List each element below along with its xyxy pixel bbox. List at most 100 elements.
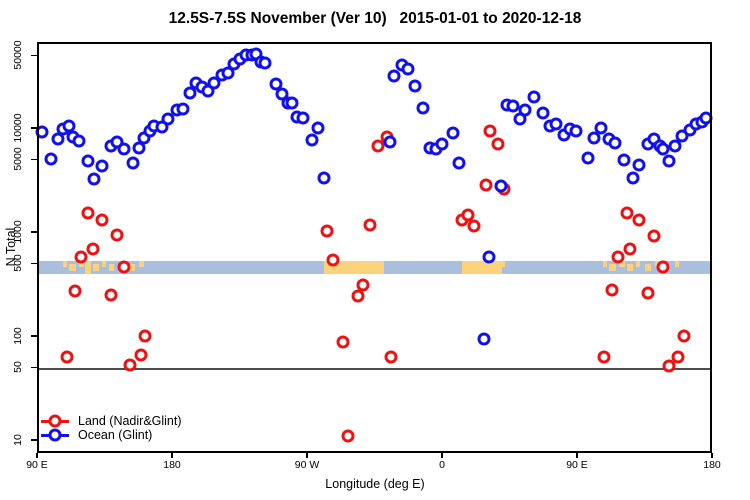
ocean-point: [387, 69, 401, 83]
land-point: [86, 242, 99, 256]
y-axis-tick: [31, 335, 37, 337]
map-band-ocean-strip: [37, 261, 712, 274]
ocean-point: [81, 154, 95, 168]
x-axis-tick: [36, 453, 38, 458]
land-point: [641, 286, 654, 300]
land-point: [620, 206, 633, 220]
map-band-land-patch: [608, 264, 616, 272]
ocean-point: [549, 117, 563, 131]
y-axis-tick: [31, 127, 37, 129]
land-point: [384, 350, 398, 364]
land-point: [104, 288, 117, 302]
ocean-point: [117, 142, 131, 156]
land-legend-marker-icon: [41, 414, 69, 428]
ocean-point: [87, 172, 101, 186]
ocean-point: [44, 152, 57, 166]
map-band-land-patch: [79, 261, 84, 268]
land-point: [110, 228, 123, 242]
x-axis-tick: [306, 453, 308, 458]
map-band-land-patch: [626, 264, 633, 272]
map-band-land-patch: [323, 261, 384, 274]
ocean-point: [183, 86, 197, 100]
x-axis-tick: [441, 453, 443, 458]
ocean-point: [617, 153, 630, 167]
ocean-point: [446, 126, 459, 140]
ocean-point: [594, 121, 608, 135]
land-point: [95, 213, 108, 227]
ocean-legend-circle-icon: [48, 428, 62, 442]
map-band-land-patch: [109, 264, 114, 272]
ocean-point: [161, 112, 174, 126]
map-band-land-patch: [139, 261, 144, 268]
land-point: [351, 289, 365, 303]
x-axis-tick-label: 90 E: [566, 459, 588, 471]
map-band-land-patch: [619, 261, 625, 268]
ocean-point: [518, 103, 531, 117]
ocean-point: [581, 151, 594, 165]
land-point: [611, 250, 624, 264]
map-band-land-patch: [101, 261, 106, 268]
plot-area: Land (Nadir&Glint) Ocean (Glint): [35, 42, 713, 453]
x-axis-tick: [576, 453, 578, 458]
y-axis-tick: [31, 366, 37, 369]
ocean-point: [632, 158, 645, 172]
ocean-point: [494, 179, 507, 193]
y-axis-tick: [31, 231, 37, 233]
land-point: [60, 350, 74, 364]
land-point: [632, 213, 645, 227]
land-point: [656, 260, 669, 274]
ocean-point: [477, 332, 491, 346]
y-axis-tick-label: 50: [12, 361, 24, 374]
map-band-land-patch: [92, 264, 99, 272]
ocean-point: [536, 106, 549, 120]
land-point: [356, 278, 369, 292]
y-axis-tick: [31, 158, 37, 161]
ocean-point: [176, 102, 189, 116]
y-axis-tick-label: 10000: [12, 113, 24, 143]
map-band-land-patch: [635, 261, 640, 268]
ocean-point: [311, 121, 324, 135]
land-point: [336, 335, 350, 349]
ocean-point: [435, 137, 449, 151]
ocean-point: [569, 124, 582, 138]
ocean-point: [401, 62, 414, 76]
ocean-point: [285, 96, 299, 110]
map-band-land-patch: [68, 264, 76, 272]
ocean-point: [527, 90, 540, 104]
land-point: [123, 358, 137, 372]
land-point: [320, 224, 333, 238]
land-point: [623, 242, 636, 256]
y-axis-tick-label: 5000: [12, 147, 24, 171]
land-point: [467, 219, 480, 233]
land-point: [134, 348, 147, 362]
ocean-legend-marker-icon: [41, 428, 69, 442]
ocean-point: [72, 134, 86, 148]
ocean-point: [506, 99, 519, 113]
x-axis-tick-label: 90 E: [26, 459, 48, 471]
ocean-point: [608, 136, 621, 150]
ocean-point: [668, 139, 681, 153]
x-axis-tick-label: 180: [703, 459, 721, 471]
y-axis-tick: [31, 54, 37, 57]
x-axis-tick: [171, 453, 173, 458]
land-point: [605, 283, 618, 297]
ocean-point: [452, 156, 465, 170]
ocean-point: [305, 133, 318, 147]
land-point: [479, 178, 492, 192]
map-band-land-patch: [674, 261, 679, 268]
y-axis-tick: [31, 439, 37, 441]
map-band-land-patch: [602, 261, 607, 268]
map-band-land-patch: [62, 261, 67, 268]
ocean-point: [258, 56, 272, 70]
ocean-point: [95, 159, 108, 173]
land-point: [363, 218, 377, 232]
y-axis-tick: [31, 262, 37, 265]
x-axis-tick-label: 180: [163, 459, 181, 471]
land-point: [341, 429, 354, 443]
legend-row-land: Land (Nadir&Glint): [41, 414, 182, 428]
ocean-point: [408, 79, 422, 93]
land-point: [491, 137, 504, 151]
land-point: [117, 260, 131, 274]
map-band-land-patch: [461, 261, 502, 274]
